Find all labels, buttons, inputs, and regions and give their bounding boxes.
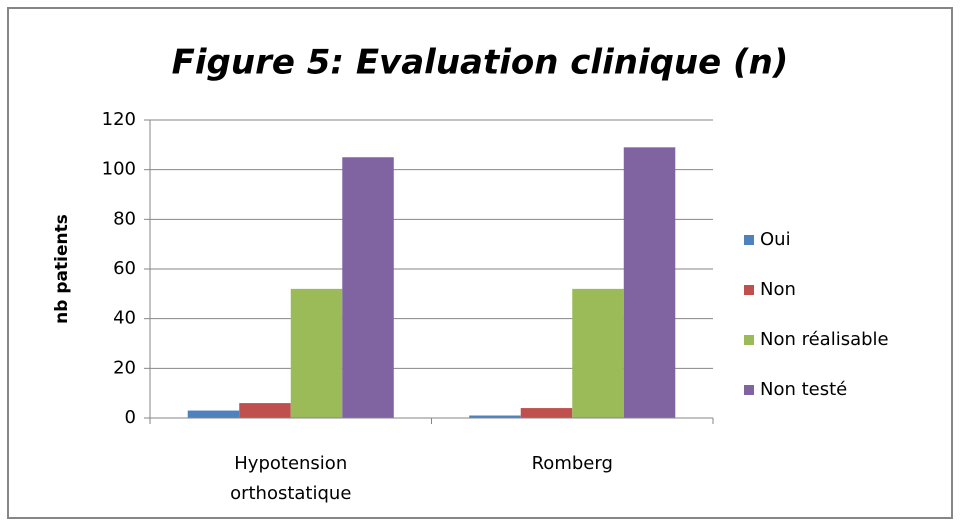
y-tick-label: 0 xyxy=(125,407,136,428)
bar xyxy=(342,157,394,418)
bar xyxy=(187,410,240,418)
legend-swatch xyxy=(744,335,754,345)
legend-swatch xyxy=(744,235,754,245)
y-tick-label: 100 xyxy=(102,159,136,180)
legend-swatch xyxy=(744,285,754,295)
x-tick-label-line: Romberg xyxy=(532,453,613,474)
bar xyxy=(623,147,676,419)
legend-swatch xyxy=(744,385,754,395)
legend-label: Non xyxy=(760,279,796,300)
bar xyxy=(520,408,573,418)
x-tick-label-line: Hypotension xyxy=(234,453,347,474)
x-tick-label: Romberg xyxy=(532,453,613,474)
legend-label: Non réalisable xyxy=(760,329,889,350)
y-tick-label: 40 xyxy=(113,308,136,329)
legend-label: Oui xyxy=(760,229,791,250)
legend-label: Non testé xyxy=(760,379,847,400)
x-tick-label-line: orthostatique xyxy=(230,483,351,504)
y-tick-label: 20 xyxy=(113,357,136,378)
chart-title: Figure 5: Evaluation clinique (n) xyxy=(172,43,789,83)
y-tick-label: 60 xyxy=(113,258,136,279)
bar xyxy=(572,288,624,418)
y-tick-label: 120 xyxy=(102,109,136,130)
bar xyxy=(239,403,291,418)
y-tick-label: 80 xyxy=(113,208,136,229)
y-axis-label: nb patients xyxy=(52,214,72,324)
chart-border xyxy=(7,7,953,519)
bar xyxy=(290,288,343,418)
x-tick-label: Hypotension orthostatique xyxy=(230,453,351,504)
bar xyxy=(469,415,521,418)
